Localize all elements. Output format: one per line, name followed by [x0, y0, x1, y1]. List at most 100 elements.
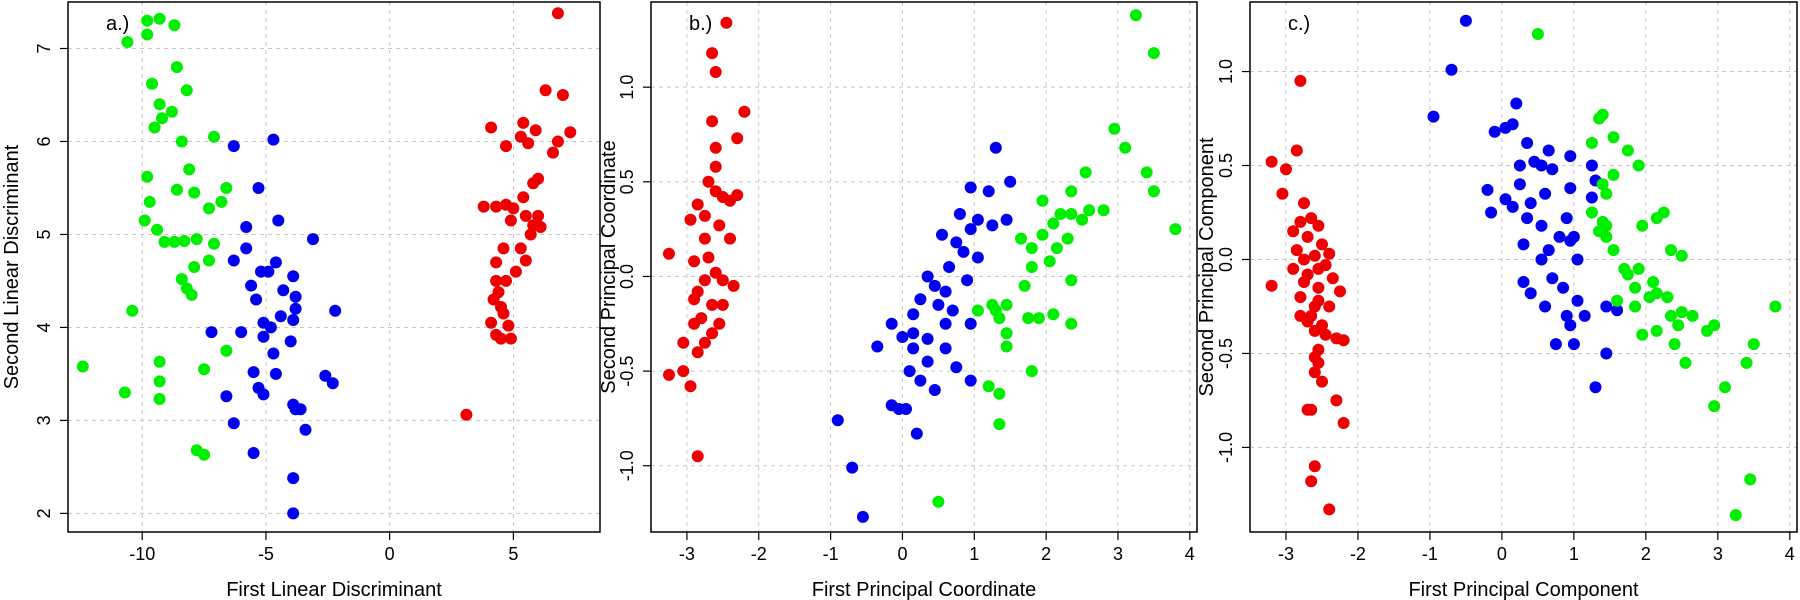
data-point-green — [141, 14, 154, 27]
x-tick-label: 3 — [1713, 544, 1723, 564]
data-point-green — [1636, 219, 1649, 232]
data-point-red — [691, 198, 704, 211]
data-point-green — [1650, 212, 1663, 225]
data-point-green — [1632, 262, 1645, 275]
data-point-blue — [1524, 197, 1537, 210]
data-point-green — [180, 84, 193, 97]
data-point-blue — [1517, 276, 1530, 288]
data-point-green — [148, 121, 161, 134]
data-point-green — [1708, 400, 1721, 413]
y-tick-label: 1.0 — [1216, 59, 1236, 84]
data-point-blue — [267, 347, 280, 360]
data-point-green — [1032, 312, 1045, 325]
data-point-blue — [914, 293, 927, 306]
data-point-blue — [950, 361, 963, 374]
data-point-green — [1531, 28, 1544, 40]
data-point-red — [1305, 475, 1318, 488]
data-point-blue — [1488, 125, 1501, 138]
data-point-blue — [964, 223, 977, 236]
plot-frame — [1249, 1, 1798, 533]
data-point-blue — [1528, 155, 1541, 168]
data-point-red — [527, 177, 540, 190]
data-point-blue — [1557, 281, 1570, 294]
data-point-blue — [284, 335, 297, 348]
data-point-red — [724, 194, 736, 207]
data-point-blue — [247, 366, 260, 379]
data-point-blue — [240, 242, 253, 255]
data-point-blue — [326, 377, 339, 390]
data-point-green — [1729, 509, 1742, 522]
data-point-green — [1119, 141, 1132, 154]
data-point-blue — [1513, 159, 1526, 172]
data-point-blue — [250, 293, 263, 306]
y-axis-title: Second Principal Coordinate — [598, 140, 620, 394]
data-point-blue — [274, 310, 287, 323]
data-point-red — [1305, 403, 1318, 416]
data-point-blue — [939, 317, 952, 330]
plot-frame — [650, 1, 1198, 533]
data-point-green — [190, 233, 203, 246]
data-point-blue — [921, 270, 934, 283]
panel-label: c.) — [1288, 13, 1310, 35]
data-point-green — [1065, 208, 1078, 220]
data-point-blue — [1506, 200, 1519, 213]
data-point-blue — [1567, 338, 1580, 351]
data-point-red — [460, 408, 473, 421]
data-point-red — [509, 265, 522, 278]
data-point-blue — [220, 390, 233, 403]
data-point-blue — [1459, 14, 1472, 27]
x-tick-label: -1 — [823, 544, 839, 564]
data-point-blue — [1499, 121, 1512, 134]
data-point-green — [1147, 47, 1160, 60]
data-point-blue — [240, 221, 253, 233]
data-point-green — [1018, 279, 1031, 292]
data-point-blue — [257, 388, 270, 401]
data-point-blue — [269, 256, 282, 269]
data-point-red — [1287, 225, 1300, 238]
data-point-blue — [227, 417, 240, 430]
data-point-blue — [1589, 381, 1602, 394]
data-point-green — [165, 105, 178, 118]
data-point-red — [1294, 74, 1307, 87]
data-point-red — [727, 279, 740, 292]
data-point-blue — [277, 284, 290, 297]
panel-2: -3 -2 -1 0 1 2 3 4 -1.0 -0.5 0.0 0.5 1.0 First Princi… — [598, 1, 1198, 600]
data-point-blue — [287, 314, 300, 326]
data-point-red — [1265, 279, 1278, 292]
data-point-blue — [269, 367, 282, 380]
data-point-green — [1647, 276, 1660, 288]
x-tick-label: 2 — [1041, 544, 1051, 564]
y-axis-title: Second Linear Discriminant — [1, 144, 23, 389]
data-point-red — [1280, 163, 1292, 176]
data-point-red — [556, 89, 569, 101]
data-point-blue — [871, 340, 884, 353]
data-point-red — [1298, 253, 1310, 266]
data-point-green — [1668, 338, 1681, 351]
data-point-blue — [846, 461, 859, 474]
data-point-red — [551, 7, 564, 20]
data-point-blue — [856, 510, 869, 523]
y-tick-label: -1.0 — [617, 450, 637, 481]
data-point-red — [517, 116, 530, 129]
data-point-green — [143, 195, 156, 208]
data-point-blue — [1560, 212, 1573, 225]
data-point-red — [1330, 394, 1343, 407]
data-point-green — [185, 288, 198, 301]
data-point-green — [175, 273, 188, 286]
data-point-blue — [928, 384, 941, 396]
panel-1: -10 -5 0 5 2 3 4 5 6 7 First Linear Discriminant Se… — [1, 1, 601, 600]
data-point-green — [138, 214, 151, 227]
data-point-green — [1632, 159, 1645, 172]
data-point-green — [203, 202, 215, 215]
data-point-green — [1025, 242, 1038, 255]
data-point-green — [175, 135, 188, 148]
data-point-blue — [1560, 309, 1573, 322]
data-point-green — [220, 182, 233, 194]
data-point-green — [146, 77, 159, 90]
data-point-red — [706, 298, 719, 311]
data-point-green — [153, 355, 166, 368]
data-point-green — [141, 28, 154, 41]
data-point-red — [502, 319, 515, 332]
data-point-red — [709, 66, 722, 78]
data-point-blue — [914, 374, 927, 387]
